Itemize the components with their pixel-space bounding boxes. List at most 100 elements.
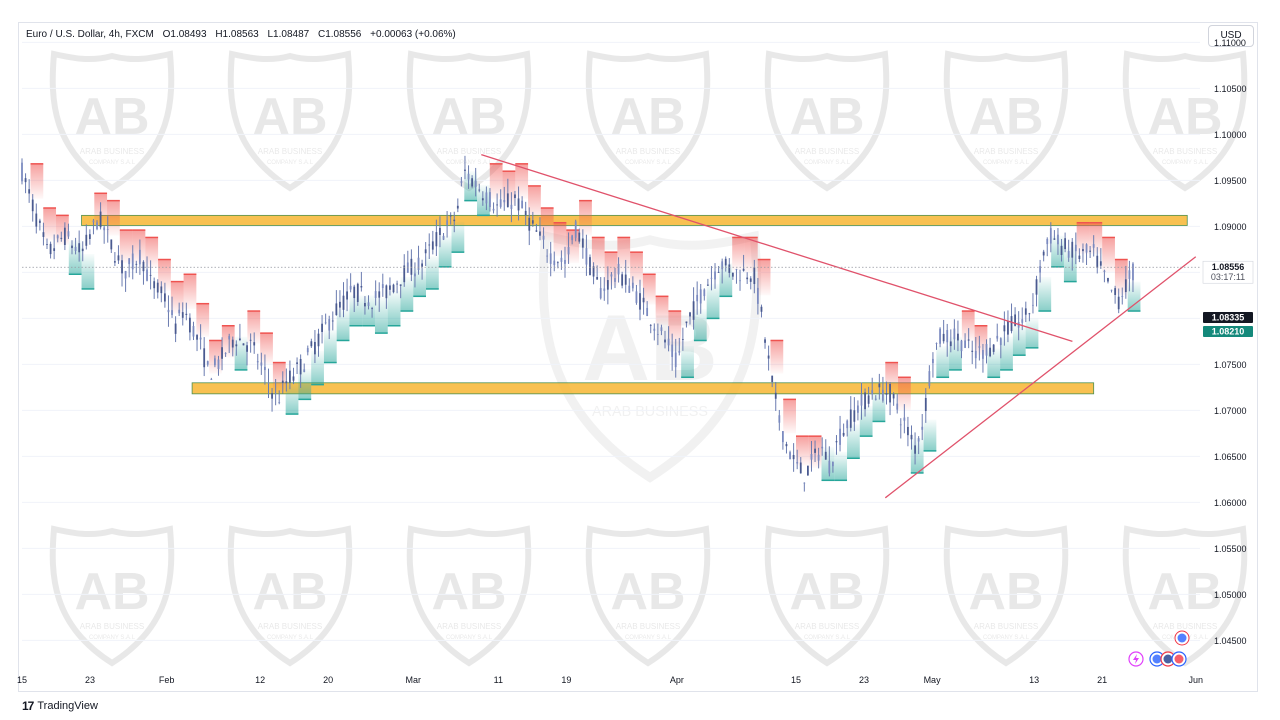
candle-body	[374, 291, 377, 298]
candle-body	[907, 426, 909, 436]
candle-body	[756, 287, 759, 304]
candle-body	[603, 288, 606, 291]
candle-body	[617, 263, 620, 275]
bull-cloud	[1127, 281, 1141, 312]
candle-body	[832, 461, 834, 467]
event-icon-3[interactable]	[1171, 651, 1187, 667]
candle-body	[278, 402, 281, 403]
bull-cloud	[681, 346, 694, 378]
candle-body	[710, 277, 713, 279]
x-tick-label: 15	[17, 675, 27, 685]
watermark-subtext: COMPANY S.A.L	[804, 160, 851, 166]
candle-body	[703, 289, 706, 297]
candle-body	[781, 431, 784, 443]
candle-body	[803, 482, 806, 484]
candle-body	[699, 289, 702, 304]
candle-body	[924, 397, 927, 411]
candle-body	[542, 235, 545, 240]
bear-cloud	[170, 281, 184, 314]
bear-cloud	[502, 171, 516, 206]
candle-body	[446, 220, 449, 226]
x-tick-label: May	[924, 675, 942, 685]
candle-body	[1078, 255, 1081, 259]
lightning-icon[interactable]	[1128, 651, 1144, 667]
watermark-subtext: COMPANY S.A.L	[267, 635, 314, 641]
candle-body	[778, 415, 781, 423]
candle-body	[992, 344, 995, 352]
candle-body	[1053, 238, 1056, 240]
event-icon-2[interactable]	[1160, 651, 1176, 667]
candle-body	[581, 238, 584, 248]
watermark-subtext: COMPANY S.A.L	[625, 635, 672, 641]
candle-body	[381, 284, 384, 288]
candle-body	[281, 380, 284, 383]
symbol-name[interactable]: Euro / U.S. Dollar, 4h, FXCM	[26, 29, 154, 40]
change-value: +0.00063 (+0.06%)	[370, 29, 456, 40]
bull-cloud	[821, 447, 835, 481]
bull-cloud	[949, 336, 962, 370]
brand-name[interactable]: TradingView	[37, 700, 98, 712]
candle-body	[842, 432, 845, 436]
candle-body	[71, 245, 73, 249]
candle-body	[724, 258, 727, 266]
support-resistance-zone[interactable]	[191, 382, 1095, 395]
candle-body	[674, 352, 677, 368]
trendline[interactable]	[884, 256, 1197, 499]
candle-body	[174, 323, 177, 334]
candle-body	[914, 445, 916, 454]
svg-text:AB: AB	[789, 88, 864, 146]
countdown-label: 03:17:11	[1211, 272, 1245, 282]
alert-badge-icon[interactable]	[1174, 630, 1190, 646]
bull-cloud	[859, 405, 873, 437]
bear-cloud	[770, 340, 784, 374]
candle-body	[399, 284, 402, 286]
bull-cloud	[923, 419, 937, 451]
candle-body	[131, 253, 134, 270]
candle-body	[531, 220, 534, 224]
candle-body	[453, 219, 456, 222]
candle-body	[389, 285, 391, 290]
candle-body	[117, 255, 120, 261]
support-resistance-zone[interactable]	[81, 214, 1188, 226]
candle-body	[928, 371, 931, 386]
candle-body	[113, 261, 116, 263]
candle-body	[621, 274, 624, 286]
candle-body	[696, 294, 699, 302]
bull-cloud	[1025, 318, 1039, 348]
bear-cloud	[272, 362, 286, 392]
candle-body	[489, 192, 491, 208]
x-tick-label: 12	[255, 675, 265, 685]
candle-body	[53, 248, 56, 251]
candle-body	[528, 217, 531, 231]
x-tick-label: 13	[1029, 675, 1039, 685]
candle-body	[653, 328, 656, 331]
candle-body	[996, 335, 999, 339]
candle-body	[224, 353, 227, 354]
event-icon-1[interactable]	[1149, 651, 1165, 667]
watermark-text: ARAB BUSINESS	[1153, 622, 1217, 631]
candle-body	[885, 393, 888, 395]
bear-cloud	[107, 200, 120, 236]
upper-band-label-bg	[1203, 312, 1253, 323]
candle-body	[410, 258, 413, 275]
candle-body	[1028, 313, 1031, 315]
currency-button[interactable]: USD	[1208, 25, 1254, 47]
trendline[interactable]	[481, 154, 1073, 343]
svg-text:AB: AB	[1147, 88, 1222, 146]
bear-cloud	[528, 185, 541, 220]
x-tick-label: 15	[791, 675, 801, 685]
candle-body	[589, 257, 591, 275]
candle-body	[539, 231, 541, 236]
watermark-text: ARAB BUSINESS	[437, 622, 501, 631]
bull-cloud	[285, 382, 299, 415]
candle-body	[939, 328, 941, 344]
tradingview-logo-icon[interactable]: 17	[22, 699, 34, 713]
candle-body	[731, 272, 734, 277]
candle-body	[689, 312, 691, 317]
candle-body	[264, 366, 266, 371]
candle-body	[60, 237, 63, 239]
